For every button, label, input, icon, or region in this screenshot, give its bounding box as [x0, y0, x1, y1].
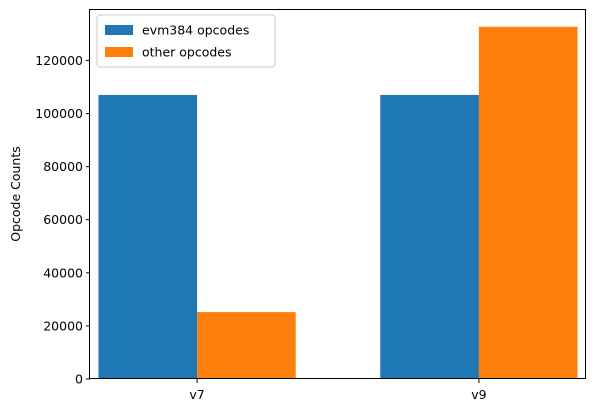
legend-swatch [105, 25, 133, 35]
y-tick-label: 100000 [35, 106, 83, 121]
bar-other-opcodes-v7 [197, 312, 296, 379]
y-tick-label: 40000 [43, 265, 83, 280]
legend: evm384 opcodes other opcodes [96, 14, 276, 68]
y-tick-label: 60000 [43, 212, 83, 227]
plot-frame [89, 9, 586, 379]
bar-evm384-opcodes-v7 [98, 94, 198, 379]
legend-swatch [105, 47, 133, 57]
legend-label: evm384 opcodes [142, 23, 249, 38]
y-tick-label: 0 [75, 372, 83, 387]
y-tick-label: 80000 [43, 159, 83, 174]
legend-box [96, 14, 276, 68]
x-tick-label: v7 [189, 387, 204, 402]
y-tick-label: 20000 [43, 318, 83, 333]
y-axis-label: Opcode Counts [8, 146, 23, 242]
bar-evm384-opcodes-v9 [380, 94, 479, 379]
x-axis: v7 v9 [189, 379, 487, 402]
x-tick-label: v9 [471, 387, 486, 402]
bar-other-opcodes-v9 [478, 26, 578, 380]
bars-layer [98, 26, 578, 380]
y-axis: 0 20000 40000 60000 80000 100000 120000 [35, 53, 90, 387]
y-tick-label: 120000 [35, 53, 83, 68]
legend-label: other opcodes [142, 45, 232, 60]
